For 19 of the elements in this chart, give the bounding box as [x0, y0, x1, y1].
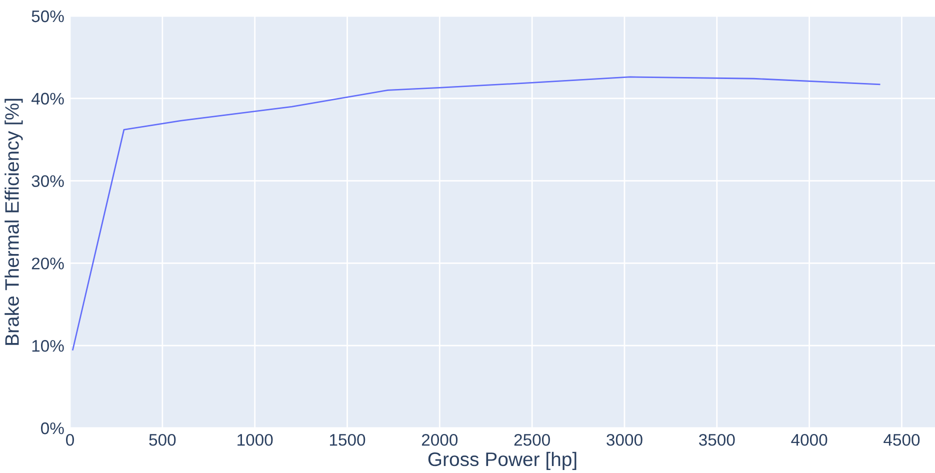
x-tick-label: 1000 [238, 434, 273, 446]
x-tick-label: 2000 [422, 434, 458, 446]
x-tick-label: 4000 [791, 434, 828, 446]
y-axis-title: Brake Thermal Efficiency [%] [4, 98, 23, 345]
x-tick-label: 500 [149, 434, 176, 446]
y-tick-label: 0% [41, 422, 64, 434]
y-tick-label: 40% [31, 92, 64, 105]
x-tick-label: 2500 [514, 434, 550, 446]
y-tick-label: 10% [32, 340, 64, 352]
x-tick-label: 1500 [330, 434, 366, 446]
x-tick-label: 0 [66, 434, 74, 446]
y-tick-label: 20% [32, 258, 64, 270]
y-tick-label: 50% [32, 10, 64, 22]
x-axis-title: Gross Power [hp] [428, 452, 576, 470]
y-tick-label: 30% [32, 175, 64, 188]
x-tick-label: 3500 [699, 434, 735, 446]
x-tick-label: 3000 [606, 434, 642, 446]
x-tick-label: 4500 [884, 434, 920, 446]
line-series [72, 76, 880, 350]
